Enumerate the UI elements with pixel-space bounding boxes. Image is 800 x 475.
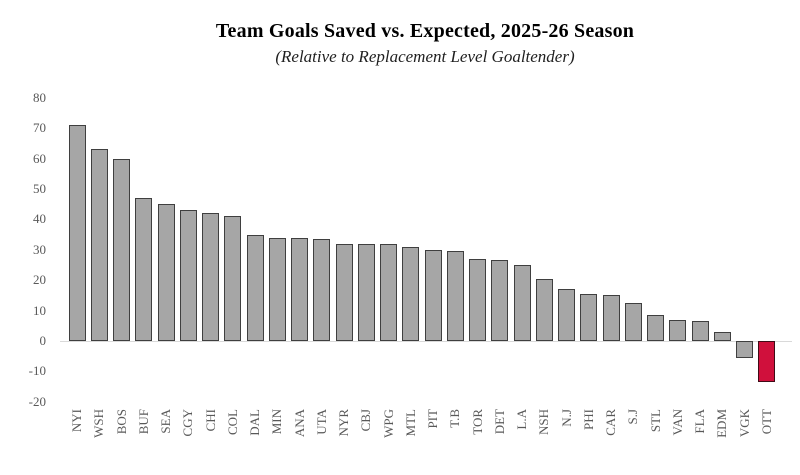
- x-tick-label-PHI: PHI: [580, 409, 596, 430]
- bar-CAR: [602, 295, 620, 341]
- bar-WSH: [90, 149, 108, 341]
- bar-EDM: [713, 331, 731, 341]
- bar-PIT: [424, 249, 442, 341]
- x-tick-label-SEA: SEA: [158, 409, 174, 434]
- bar-VAN: [669, 319, 687, 341]
- x-tick-label-BOS: BOS: [113, 409, 129, 435]
- bar-CGY: [179, 210, 197, 341]
- x-tick-label-NSH: NSH: [536, 409, 552, 436]
- x-tick-label-NYI: NYI: [69, 409, 85, 433]
- x-tick-label-CHI: CHI: [202, 409, 218, 432]
- x-tick-label-WSH: WSH: [91, 409, 107, 438]
- bar-WPG: [380, 243, 398, 341]
- bar-ANA: [291, 237, 309, 341]
- bar-STL: [647, 315, 665, 341]
- x-tick-label-EDM: EDM: [714, 409, 730, 438]
- y-tick-label: 70: [33, 120, 46, 136]
- x-tick-label-ANA: ANA: [291, 409, 307, 438]
- x-tick-label-TOR: TOR: [469, 409, 485, 435]
- y-tick-label: 60: [33, 150, 46, 166]
- x-tick-label-N.J: N.J: [558, 409, 574, 427]
- x-axis-line: [60, 341, 792, 342]
- y-tick-label: 80: [33, 89, 46, 105]
- x-tick-label-S.J: S.J: [625, 409, 641, 425]
- x-tick-label-DAL: DAL: [247, 409, 263, 436]
- x-tick-label-CBJ: CBJ: [358, 409, 374, 432]
- x-tick-label-BUF: BUF: [135, 409, 151, 435]
- bar-T.B: [446, 251, 464, 341]
- y-tick-label: 10: [33, 302, 46, 318]
- y-tick-label: 50: [33, 181, 46, 196]
- bar-SEA: [157, 204, 175, 341]
- x-tick-label-WPG: WPG: [380, 409, 396, 438]
- x-tick-label-CAR: CAR: [603, 409, 619, 436]
- chart-title: Team Goals Saved vs. Expected, 2025-26 S…: [215, 20, 635, 42]
- bar-CHI: [202, 213, 220, 341]
- x-tick-label-COL: COL: [224, 409, 240, 435]
- y-tick-label: -10: [28, 363, 46, 379]
- chart-subtitle: (Relative to Replacement Level Goaltende…: [275, 47, 575, 66]
- x-tick-label-VGK: VGK: [736, 409, 752, 438]
- x-tick-label-STL: STL: [647, 409, 663, 433]
- bar-NYR: [335, 243, 353, 341]
- x-tick-label-FLA: FLA: [692, 409, 708, 434]
- bar-BOS: [113, 158, 131, 341]
- bar-L.A: [513, 265, 531, 341]
- x-tick-label-T.B: T.B: [447, 409, 463, 428]
- bar-CBJ: [357, 243, 375, 341]
- y-tick-label: -20: [28, 393, 46, 409]
- y-tick-label: 30: [33, 241, 46, 257]
- x-tick-label-PIT: PIT: [425, 409, 441, 429]
- bar-NYI: [68, 125, 86, 341]
- x-tick-label-VAN: VAN: [669, 409, 685, 436]
- x-tick-label-CGY: CGY: [180, 409, 196, 437]
- x-tick-label-NYR: NYR: [336, 409, 352, 437]
- bar-FLA: [691, 321, 709, 341]
- bar-S.J: [624, 303, 642, 341]
- bar-COL: [224, 216, 242, 341]
- x-tick-label-OTT: OTT: [758, 409, 774, 435]
- bar-MTL: [402, 246, 420, 341]
- y-tick-label: 40: [33, 211, 46, 227]
- x-tick-label-MIN: MIN: [269, 409, 285, 435]
- y-tick-label: 0: [39, 333, 47, 348]
- bar-NSH: [535, 278, 553, 341]
- bar-PHI: [580, 293, 598, 341]
- y-tick-label: 20: [33, 272, 46, 288]
- x-tick-label-MTL: MTL: [402, 409, 418, 437]
- bar-N.J: [558, 289, 576, 341]
- bar-OTT: [758, 341, 776, 383]
- x-tick-label-UTA: UTA: [313, 409, 329, 435]
- x-tick-label-L.A: L.A: [514, 409, 530, 430]
- bar-BUF: [135, 198, 153, 341]
- x-tick-label-DET: DET: [491, 409, 507, 435]
- bar-VGK: [736, 341, 754, 358]
- bar-DET: [491, 260, 509, 341]
- bar-UTA: [313, 239, 331, 341]
- bar-TOR: [469, 258, 487, 341]
- bar-MIN: [268, 237, 286, 341]
- bar-DAL: [246, 234, 264, 341]
